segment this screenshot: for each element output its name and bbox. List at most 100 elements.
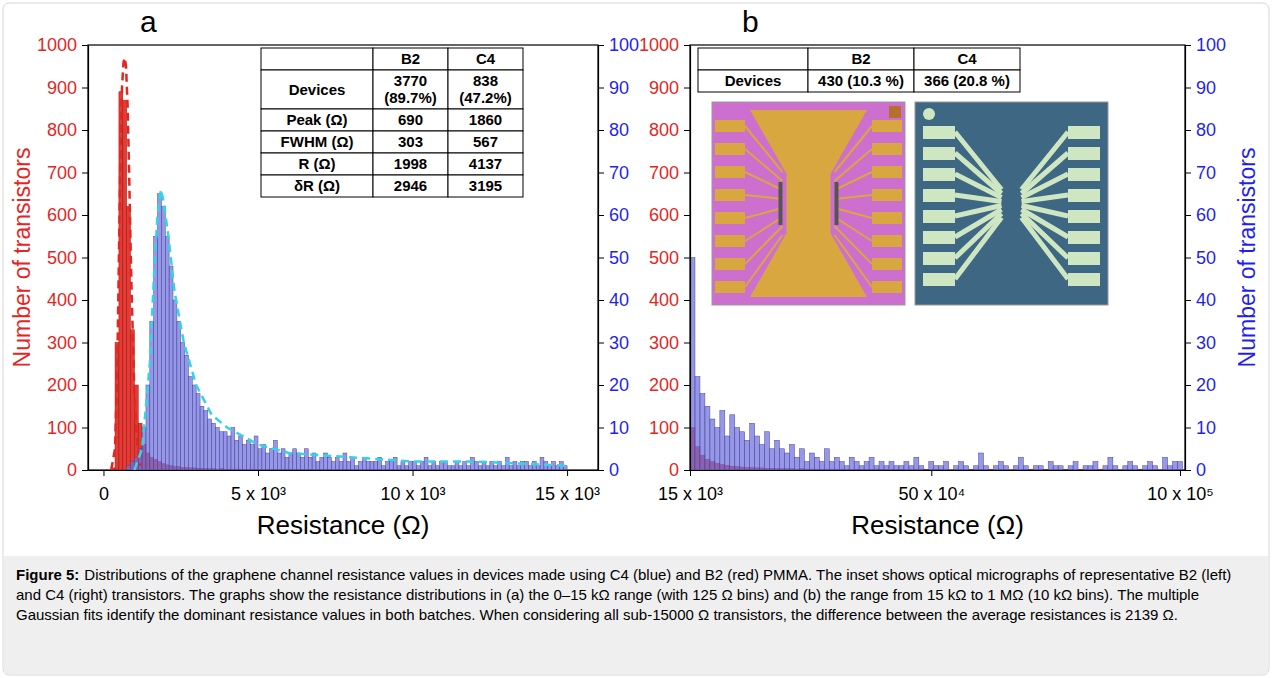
micrograph-shape [1068, 126, 1100, 139]
tick-mark [1185, 173, 1191, 174]
tick-mark [1185, 45, 1191, 46]
histogram-bar [914, 457, 919, 470]
tick-mark [82, 45, 88, 46]
table-text: 567 [473, 133, 498, 150]
histogram-bar [770, 449, 775, 470]
histogram-bar [552, 462, 556, 471]
histogram-bar [1168, 466, 1173, 470]
tick: 600 [47, 205, 88, 225]
x-axis: 05 x 10³10 x 10³15 x 10³ [89, 470, 601, 504]
panel-letter: a [140, 5, 157, 38]
histogram-bar [760, 445, 765, 471]
tick: 900 [649, 78, 690, 98]
tick-label: 20 [1196, 375, 1216, 395]
histogram-bar [455, 462, 459, 471]
tick-label: 200 [649, 375, 679, 395]
tick: 100 [47, 418, 88, 438]
histogram-bar [428, 466, 432, 470]
histogram-bar [924, 469, 929, 470]
tick-label: 200 [47, 375, 77, 395]
tick: 0 [598, 460, 619, 480]
tick-mark [82, 470, 88, 471]
tick: 10 [1185, 418, 1216, 438]
histogram-bar [745, 440, 750, 470]
y-axis-title: Number of transistors [9, 148, 35, 368]
histogram-bar [370, 462, 374, 471]
tick-mark [103, 470, 104, 476]
histogram-bar [273, 440, 277, 470]
histogram-bar [1133, 466, 1138, 470]
caption: Figure 5:Distributions of the graphene c… [16, 566, 1231, 623]
histogram-bar [397, 466, 401, 470]
panel-letter: b [742, 5, 759, 38]
tick-mark [684, 343, 690, 344]
micrograph-shape [750, 110, 867, 297]
micrograph-shape [715, 143, 745, 155]
micrograph-shape [872, 235, 902, 247]
histogram-bar [1043, 469, 1048, 470]
histogram-bar [316, 462, 320, 471]
histogram-bar [695, 377, 700, 471]
tick-label: 1000 [37, 35, 77, 55]
tick-label: 500 [47, 248, 77, 268]
histogram-bar [440, 462, 444, 471]
tick: 100 [649, 418, 690, 438]
histogram-bar [1173, 462, 1178, 471]
table-text: FWHM (Ω) [281, 133, 354, 150]
tick: 10 x 10³ [381, 470, 446, 504]
histogram-bar [366, 462, 370, 471]
histogram-bar [432, 462, 436, 471]
histogram-bar [219, 432, 223, 470]
micrograph-shape [872, 212, 902, 224]
marks [111, 58, 567, 470]
tick: 200 [47, 375, 88, 395]
tick-label: 700 [649, 163, 679, 183]
tick-label: 0 [67, 460, 77, 480]
tick-mark [684, 470, 690, 471]
table-cell [261, 175, 373, 197]
tick-mark [1185, 258, 1191, 259]
micrograph-shape [745, 172, 783, 190]
histogram-bar [351, 457, 355, 470]
histogram-bar [339, 462, 343, 471]
histogram-bar [1138, 469, 1143, 470]
micrograph-shape [745, 217, 783, 241]
tick-label: 600 [47, 205, 77, 225]
micrographs [712, 102, 1108, 305]
histogram-bar [954, 466, 959, 470]
histogram-bar [809, 453, 814, 470]
histogram-bar [988, 469, 993, 470]
tick-mark [82, 385, 88, 386]
histogram-bar [451, 466, 455, 470]
tick: 80 [598, 120, 629, 140]
histogram-bar [1073, 462, 1078, 471]
tick: 700 [649, 163, 690, 183]
histogram-bar [467, 466, 471, 470]
histogram-bar [471, 457, 475, 470]
tick-mark [82, 428, 88, 429]
micrograph-shape [872, 258, 902, 270]
plot-frame [88, 45, 598, 470]
tick-mark [598, 88, 604, 89]
axis-line [89, 470, 599, 471]
histogram-bar [884, 466, 889, 470]
x-axis-title: Resistance (Ω) [851, 510, 1024, 540]
histogram-bar [405, 466, 409, 470]
figure-frame [3, 3, 1269, 675]
histogram-bar [413, 462, 417, 471]
micrograph-shape [835, 235, 873, 287]
histogram-bar [227, 436, 231, 470]
table-text: Peak (Ω) [286, 111, 347, 128]
table-cell [448, 175, 523, 197]
micrograph-shape [745, 195, 783, 199]
tick-mark [598, 45, 604, 46]
histogram-bar [799, 449, 804, 470]
micrograph-shape [872, 166, 902, 178]
histogram-bar [1058, 466, 1063, 470]
tick: 40 [598, 290, 629, 310]
histogram-bar [750, 423, 755, 470]
micrograph-shape [923, 273, 955, 286]
histogram-bar [814, 457, 819, 470]
table-text: 430 (10.3 %) [818, 72, 904, 89]
tick-mark [1180, 470, 1181, 476]
